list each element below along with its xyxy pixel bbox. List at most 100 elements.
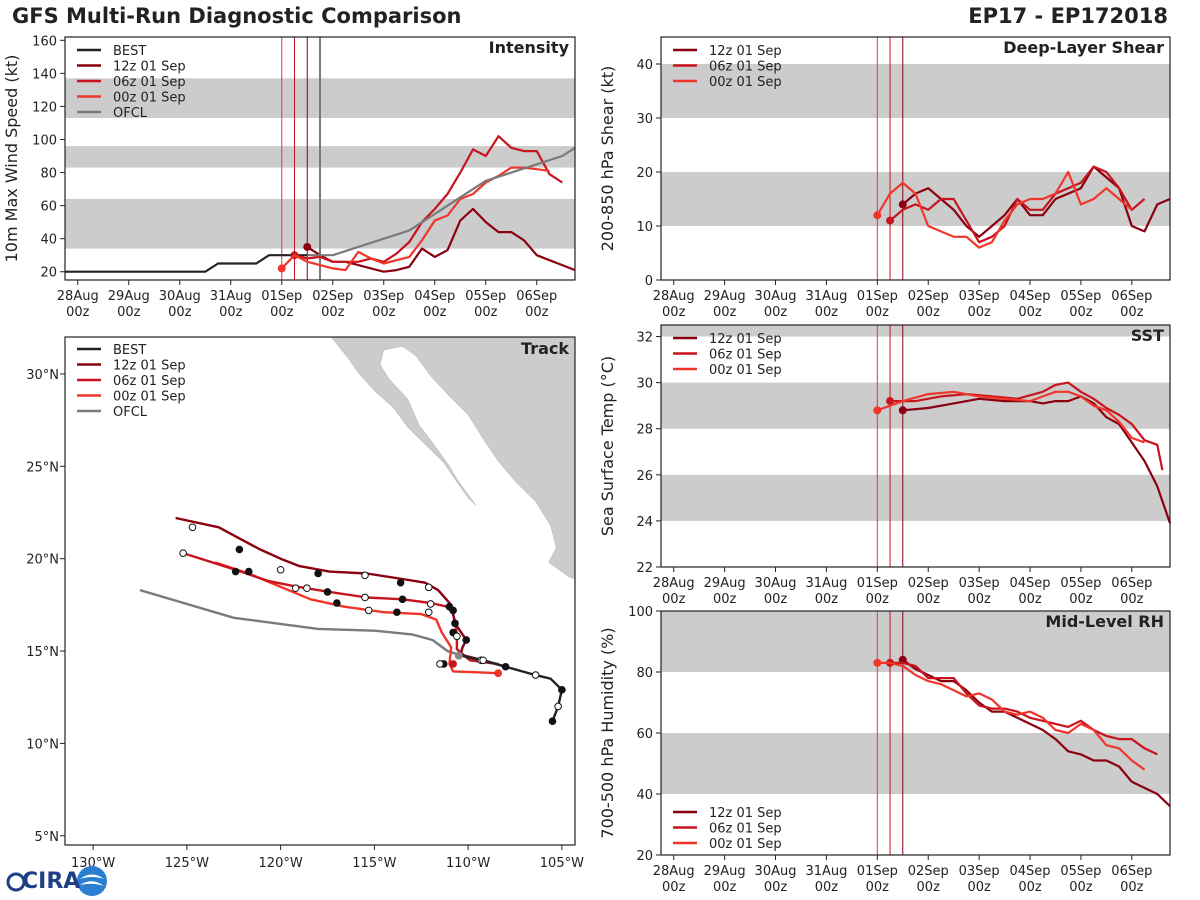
rh-xtick-date: 04Sep (1010, 864, 1051, 879)
shear-xtick-hour: 00z (967, 305, 991, 320)
shear-title: Deep-Layer Shear (1003, 38, 1164, 57)
sst-xtick-hour: 00z (764, 592, 788, 607)
intensity-xtick-date: 31Aug (210, 289, 252, 304)
rh-series-12z-01-sep (902, 658, 1171, 807)
track-ytick-label: 5°N (35, 830, 60, 845)
intensity-ytick-label: 160 (32, 34, 57, 49)
shear-legend-label: 00z 01 Sep (709, 75, 782, 90)
intensity-legend-label: 12z 01 Sep (113, 60, 186, 75)
sst-ytick-label: 26 (636, 469, 653, 484)
sst-xtick-hour: 00z (917, 592, 941, 607)
rh-title: Mid-Level RH (1045, 612, 1164, 631)
storm-id-label: EP17 - EP172018 (968, 4, 1168, 28)
intensity-xtick-hour: 00z (168, 305, 192, 320)
shear-xtick-date: 04Sep (1010, 289, 1051, 304)
track-xtick-label: 130°W (71, 856, 115, 871)
rh-xtick-date: 28Aug (653, 864, 695, 879)
sst-init-point (886, 397, 895, 406)
track-ytick-label: 30°N (26, 368, 59, 383)
shear-init-point (873, 211, 882, 220)
shear-ytick-label: 30 (636, 112, 653, 127)
shear-xtick-hour: 00z (662, 305, 686, 320)
intensity-ytick-label: 20 (40, 266, 57, 281)
track-xtick-label: 115°W (352, 856, 396, 871)
track-marker-filled (548, 717, 557, 726)
shear-xtick-date: 28Aug (653, 289, 695, 304)
shear-xtick-hour: 00z (1018, 305, 1042, 320)
intensity-frame (64, 36, 576, 281)
intensity-xtick-date: 28Aug (57, 289, 99, 304)
rh-xtick-hour: 00z (866, 880, 890, 895)
intensity-legend-label: 00z 01 Sep (113, 91, 186, 106)
rh-ytick-label: 40 (636, 788, 653, 803)
intensity-series-06z-01-sep (294, 135, 563, 263)
rh-ytick-label: 100 (628, 605, 653, 620)
track-marker-ofcl (454, 651, 463, 660)
track-marker-filled (231, 567, 240, 576)
sst-xtick-date: 28Aug (653, 576, 695, 591)
rh-xtick-hour: 00z (967, 880, 991, 895)
rh-legend-label: 00z 01 Sep (709, 837, 782, 852)
cira-logo: CIRA (6, 864, 110, 898)
track-marker-open (303, 584, 311, 593)
rh-xtick-date: 05Sep (1060, 864, 1101, 879)
track-legend-label: BEST (113, 343, 146, 358)
intensity-xtick-hour: 00z (372, 305, 396, 320)
sst-xtick-date: 05Sep (1060, 576, 1101, 591)
track-xtick-label: 120°W (259, 856, 303, 871)
logo-text: CIRA (22, 869, 81, 894)
shear-xtick-date: 02Sep (908, 289, 949, 304)
intensity-ytick-label: 40 (40, 233, 57, 248)
sst-ytick-label: 30 (636, 377, 653, 392)
sst-xtick-date: 03Sep (959, 576, 1000, 591)
track-marker-open (424, 583, 433, 592)
intensity-series-00z-01-sep (281, 166, 550, 272)
track-marker-open (479, 656, 487, 665)
shear-xtick-hour: 00z (1069, 305, 1093, 320)
land-mass-0 (330, 337, 575, 580)
rh-legend-label: 12z 01 Sep (709, 806, 782, 821)
track-marker-filled (462, 636, 471, 644)
track-marker-open (426, 600, 435, 608)
intensity-series-ofcl (307, 146, 576, 257)
rh-band-1 (661, 611, 1170, 672)
track-marker-open (276, 565, 285, 574)
intensity-xtick-hour: 00z (525, 305, 549, 320)
rh-xtick-hour: 00z (1018, 880, 1042, 895)
intensity-xtick-date: 03Sep (363, 289, 404, 304)
intensity-xtick-hour: 00z (117, 305, 141, 320)
track-marker-filled (501, 662, 510, 671)
intensity-init-point (277, 264, 286, 273)
rh-xtick-hour: 00z (815, 880, 839, 895)
sst-xtick-date: 02Sep (908, 576, 949, 591)
shear-xtick-hour: 00z (1120, 305, 1144, 320)
intensity-xtick-hour: 00z (474, 305, 498, 320)
rh-xtick-hour: 00z (1120, 880, 1144, 895)
track-init-point (449, 660, 457, 668)
shear-series-06z-01-sep (889, 165, 1146, 244)
intensity-xtick-date: 02Sep (312, 289, 353, 304)
rh-xtick-hour: 00z (713, 880, 737, 895)
sst-xtick-hour: 00z (967, 592, 991, 607)
sst-band-0 (661, 474, 1170, 521)
sst-ylabel: Sea Surface Temp (°C) (598, 356, 617, 536)
logo-mark (6, 866, 107, 896)
intensity-series-12z-01-sep (306, 207, 576, 273)
shear-xtick-hour: 00z (815, 305, 839, 320)
shear-xtick-hour: 00z (917, 305, 941, 320)
track-marker-filled (333, 599, 341, 607)
track-marker-filled (398, 595, 407, 604)
rh-xtick-date: 06Sep (1111, 864, 1152, 879)
shear-init-point (886, 216, 895, 225)
intensity-ytick-label: 100 (32, 133, 57, 148)
intensity-init-point (303, 242, 312, 251)
shear-ytick-label: 10 (636, 220, 653, 235)
track-marker-open (554, 702, 562, 711)
sst-xtick-date: 30Aug (755, 576, 797, 591)
track-legend-label: OFCL (113, 405, 148, 420)
shear-legend-label: 06z 01 Sep (709, 60, 782, 75)
rh-init-point (873, 658, 882, 667)
shear-xtick-date: 30Aug (755, 289, 797, 304)
sst-xtick-hour: 00z (662, 592, 686, 607)
sst-series-12z-01-sep (902, 395, 1172, 524)
